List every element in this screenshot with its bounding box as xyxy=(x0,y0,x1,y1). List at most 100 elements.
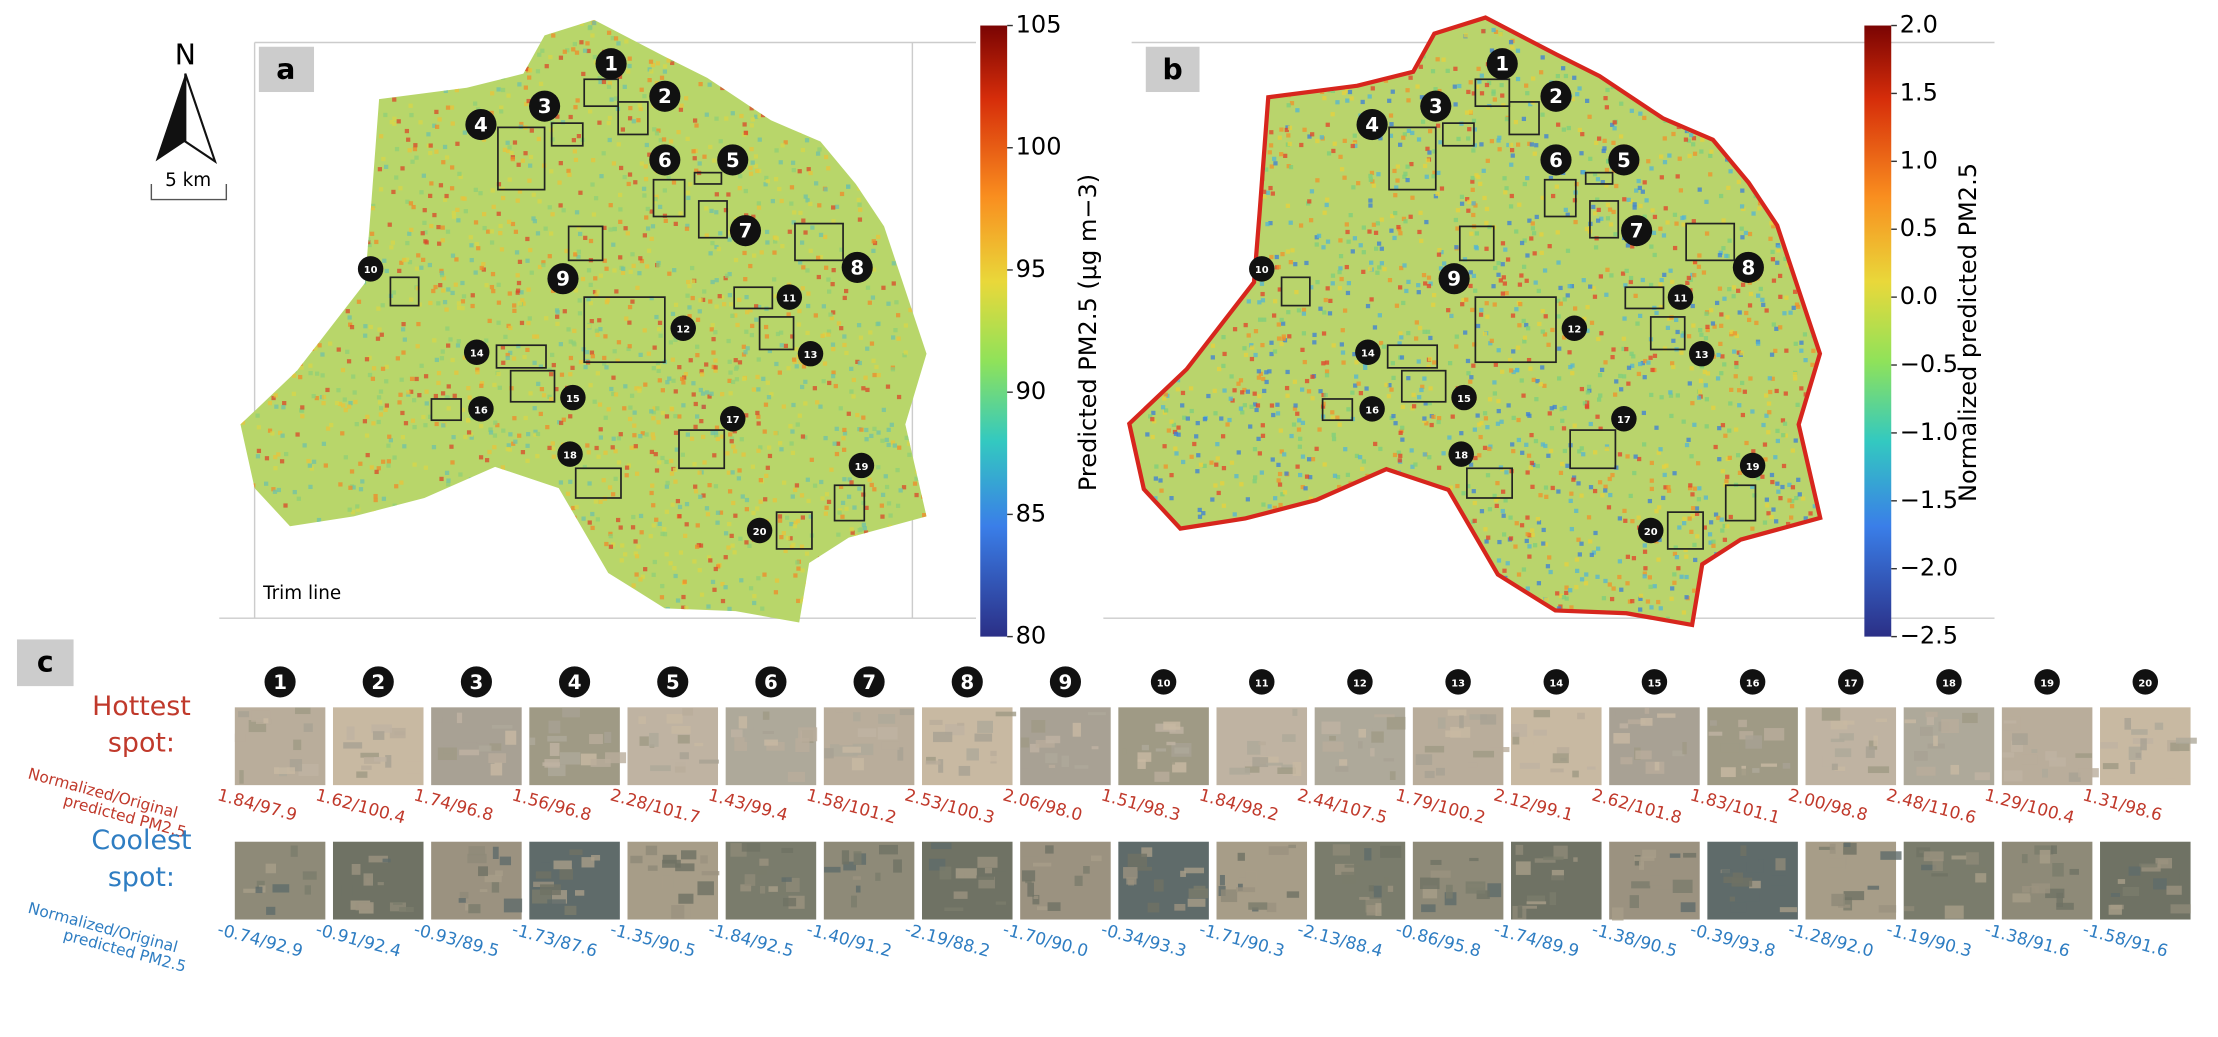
map-pixel xyxy=(1742,76,1748,81)
map-pixel xyxy=(491,69,496,74)
map-pixel xyxy=(509,151,514,156)
map-pixel xyxy=(1195,205,1200,210)
map-pixel xyxy=(577,618,582,623)
map-pixel xyxy=(1486,535,1491,540)
map-pixel xyxy=(1422,533,1427,539)
map-pixel xyxy=(1571,475,1577,480)
map-pixel xyxy=(1776,177,1781,183)
map-pixel xyxy=(575,98,580,103)
map-pixel xyxy=(677,514,682,519)
map-pixel xyxy=(1485,158,1490,163)
map-pixel xyxy=(574,50,580,55)
map-pixel xyxy=(371,366,377,371)
map-pixel xyxy=(1297,472,1303,478)
map-pixel xyxy=(920,143,925,148)
map-pixel xyxy=(387,60,392,65)
map-pixel xyxy=(307,233,312,238)
map-pixel xyxy=(487,499,492,504)
map-pixel xyxy=(277,376,282,381)
map-pixel xyxy=(1803,516,1808,521)
map-pixel xyxy=(371,421,376,426)
map-pixel xyxy=(440,349,445,354)
map-pixel xyxy=(1593,450,1598,455)
map-pixel xyxy=(917,247,922,252)
map-pixel xyxy=(539,597,544,602)
map-pixel xyxy=(513,439,518,444)
map-pixel xyxy=(412,462,417,467)
map-pixel xyxy=(1491,89,1496,94)
map-pixel xyxy=(296,318,301,324)
map-pixel xyxy=(757,304,762,310)
map-pixel xyxy=(1528,20,1533,26)
map-pixel xyxy=(1752,619,1757,623)
map-pixel xyxy=(1543,624,1547,628)
map-pixel xyxy=(598,273,604,278)
map-pixel xyxy=(731,444,736,449)
map-pixel xyxy=(1399,55,1404,61)
map-pixel xyxy=(1486,105,1491,110)
map-pixel xyxy=(1173,323,1178,328)
map-pixel xyxy=(543,226,548,231)
map-pixel xyxy=(535,431,541,437)
map-pixel xyxy=(1506,403,1511,408)
map-pixel xyxy=(822,107,828,112)
map-pixel xyxy=(1350,249,1355,254)
map-pixel xyxy=(1677,525,1682,530)
map-pixel xyxy=(666,58,671,63)
map-pixel xyxy=(616,460,622,465)
map-pixel xyxy=(323,273,328,278)
map-pixel xyxy=(1576,481,1581,486)
map-pixel xyxy=(763,402,769,407)
map-pixel xyxy=(312,336,317,341)
map-pixel xyxy=(551,362,556,368)
map-pixel xyxy=(412,424,417,430)
map-pixel xyxy=(687,305,692,310)
map-pixel xyxy=(416,321,421,327)
map-pixel xyxy=(1681,419,1686,424)
map-pixel xyxy=(678,550,684,555)
map-pixel xyxy=(346,582,351,588)
map-pixel xyxy=(1805,410,1810,415)
map-pixel xyxy=(650,224,656,229)
map-pixel xyxy=(1214,462,1219,467)
map-pixel xyxy=(633,180,638,185)
map-pixel xyxy=(325,387,330,393)
map-pixel xyxy=(1760,579,1765,584)
map-pixel xyxy=(1803,357,1808,363)
map-pixel xyxy=(1736,83,1741,88)
map-pixel xyxy=(339,551,344,556)
map-pixel xyxy=(1642,214,1647,219)
map-pixel xyxy=(864,134,869,139)
map-pixel xyxy=(374,599,379,604)
map-pixel xyxy=(273,275,278,280)
map-pixel xyxy=(492,526,498,531)
map-pixel xyxy=(1805,563,1810,568)
map-pixel xyxy=(1139,587,1144,592)
map-pixel xyxy=(869,433,874,439)
map-pixel xyxy=(1212,54,1217,59)
map-pixel xyxy=(1342,308,1348,313)
map-pixel xyxy=(1711,595,1716,600)
map-pixel xyxy=(331,311,336,316)
map-pixel xyxy=(686,195,691,201)
map-pixel xyxy=(919,72,925,77)
map-pixel xyxy=(1178,283,1183,288)
map-pixel xyxy=(321,441,327,446)
map-pixel xyxy=(299,365,304,370)
map-pixel xyxy=(1511,349,1516,354)
map-pixel xyxy=(1163,408,1169,413)
map-pixel xyxy=(306,176,311,181)
map-pixel xyxy=(657,327,662,332)
map-pixel xyxy=(1192,441,1197,447)
map-pixel xyxy=(931,143,935,147)
map-pixel xyxy=(346,193,351,198)
map-pixel xyxy=(455,207,460,212)
map-pixel xyxy=(1249,620,1255,623)
map-pixel xyxy=(669,458,674,464)
map-pixel xyxy=(1473,288,1478,293)
map-pixel xyxy=(1739,103,1744,108)
map-pixel xyxy=(331,550,336,555)
map-pixel xyxy=(653,452,658,457)
map-pixel xyxy=(258,299,263,305)
map-pixel xyxy=(1649,605,1654,610)
